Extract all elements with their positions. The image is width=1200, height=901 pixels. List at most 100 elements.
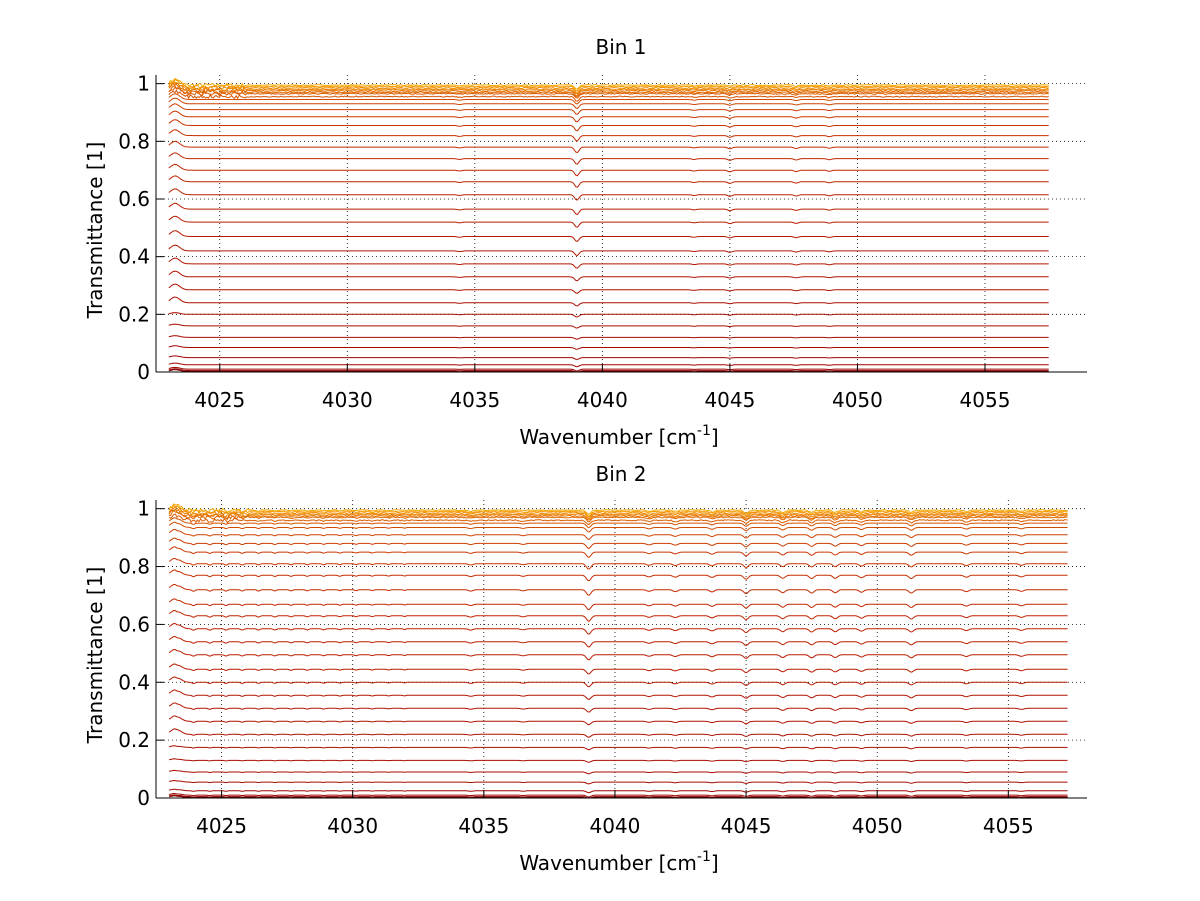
- series-line: [168, 81, 1049, 95]
- chart-title: Bin 1: [595, 35, 646, 59]
- series-line: [168, 296, 1049, 307]
- series-line: [168, 283, 1049, 294]
- y-tick-label: 1: [137, 497, 150, 521]
- series-line: [169, 794, 1068, 799]
- y-tick-label: 0.2: [118, 302, 150, 326]
- x-axis-label-main: Wavenumber [cm: [519, 425, 697, 449]
- y-tick-label: 0.8: [118, 555, 150, 579]
- x-tick-label: 4040: [589, 814, 640, 838]
- series-line: [169, 769, 1068, 775]
- x-tick-label: 4025: [194, 388, 245, 412]
- series-line: [168, 702, 1068, 713]
- x-axis-label: Wavenumber [cm-1]: [519, 423, 718, 449]
- y-axis-label: Transmittance [1]: [83, 142, 107, 320]
- series-lines: [168, 77, 1049, 373]
- series-line: [169, 745, 1068, 751]
- grid-lines: [156, 500, 1087, 798]
- series-line: [168, 103, 1049, 115]
- series-line: [168, 335, 1049, 340]
- series-lines: [168, 503, 1068, 799]
- series-line: [168, 93, 1049, 105]
- series-line: [168, 368, 1049, 373]
- series-line: [168, 795, 1068, 799]
- series-line: [168, 622, 1068, 635]
- x-tick-label: 4045: [704, 388, 755, 412]
- series-line: [168, 175, 1049, 188]
- series-line: [168, 78, 1049, 92]
- series-line: [168, 366, 1049, 372]
- x-axis-label-superscript: -1: [697, 423, 711, 439]
- series-line: [168, 202, 1049, 215]
- x-tick-label: 4055: [960, 388, 1011, 412]
- series-line: [168, 323, 1049, 329]
- series-line: [168, 648, 1068, 661]
- x-axis-label-tail: ]: [711, 425, 719, 449]
- series-line: [168, 689, 1068, 700]
- x-axis-label-main: Wavenumber [cm: [519, 851, 697, 875]
- x-tick-label: 4055: [983, 814, 1034, 838]
- series-line: [168, 89, 1049, 102]
- series-line: [168, 129, 1049, 142]
- series-line: [168, 110, 1049, 123]
- y-axis-label: Transmittance [1]: [83, 567, 107, 745]
- x-tick-label: 4050: [832, 388, 883, 412]
- x-tick-label: 4025: [196, 814, 247, 838]
- series-line: [168, 583, 1068, 596]
- series-line: [168, 369, 1049, 373]
- y-tick-label: 0.4: [118, 670, 150, 694]
- series-line: [168, 152, 1049, 165]
- series-line: [169, 758, 1068, 763]
- series-line: [168, 85, 1049, 97]
- series-line: [168, 119, 1049, 132]
- y-tick-label: 0.4: [118, 245, 150, 269]
- series-line: [168, 513, 1068, 525]
- series-line: [168, 508, 1068, 521]
- series-line: [168, 163, 1049, 177]
- series-line: [168, 505, 1068, 518]
- series-line: [168, 82, 1049, 96]
- series-line: [168, 504, 1068, 517]
- y-tick-label: 0.8: [118, 129, 150, 153]
- series-line: [168, 86, 1049, 99]
- series-line: [168, 528, 1068, 541]
- axes-frame: [155, 75, 1087, 373]
- tick-labels: 4025 4030 4035 4040 4045 4050 4055 0 0.2 0.4 0.6 0.…: [118, 72, 1010, 412]
- axes-frame: [155, 500, 1087, 799]
- x-tick-label: 4030: [327, 814, 378, 838]
- x-axis-label-tail: ]: [711, 851, 719, 875]
- y-tick-label: 0.6: [118, 612, 150, 636]
- series-line: [168, 97, 1049, 109]
- x-axis-label: Wavenumber [cm-1]: [519, 849, 718, 875]
- series-line: [168, 257, 1049, 269]
- series-line: [169, 779, 1068, 785]
- y-tick-label: 0: [137, 360, 150, 384]
- series-line: [168, 244, 1049, 257]
- y-tick-label: 1: [137, 72, 150, 96]
- tick-labels: 4025 4030 4035 4040 4045 4050 4055 0 0.2 0.4 0.6 0.…: [118, 497, 1034, 838]
- series-line: [168, 81, 1049, 94]
- series-line: [168, 312, 1049, 318]
- series-line: [168, 792, 1068, 798]
- panel-bin-1: Bin 1 4025 4030 4035 4040 4045 4050 4055 0 0.2 0.…: [83, 35, 1087, 449]
- series-line: [168, 715, 1068, 726]
- series-line: [168, 728, 1068, 738]
- series-line: [168, 546, 1068, 558]
- series-line: [168, 355, 1049, 360]
- series-line: [168, 345, 1049, 350]
- series-line: [168, 508, 1068, 520]
- series-line: [168, 140, 1049, 154]
- x-tick-label: 4040: [577, 388, 628, 412]
- series-line: [168, 521, 1068, 533]
- x-tick-label: 4035: [449, 388, 500, 412]
- x-tick-label: 4030: [322, 388, 373, 412]
- series-line: [169, 788, 1068, 794]
- y-tick-label: 0.6: [118, 187, 150, 211]
- y-tick-label: 0.2: [118, 728, 150, 752]
- x-tick-label: 4050: [852, 814, 903, 838]
- series-line: [168, 557, 1068, 570]
- series-line: [168, 362, 1049, 368]
- series-line: [168, 77, 1049, 90]
- x-tick-label: 4045: [721, 814, 772, 838]
- x-axis-label-superscript: -1: [697, 849, 711, 865]
